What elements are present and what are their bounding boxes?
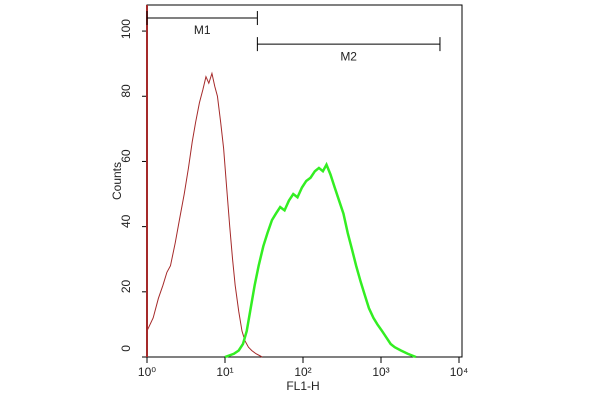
- x-tick-label: 10⁴: [450, 365, 469, 379]
- y-tick-label: 60: [119, 149, 133, 163]
- x-axis-label: FL1-H: [286, 379, 319, 393]
- gate-label: M1: [194, 23, 211, 37]
- y-tick-label: 0: [119, 345, 133, 352]
- x-tick-label: 10³: [372, 365, 389, 379]
- y-tick-label: 40: [119, 214, 133, 228]
- y-tick-label: 100: [119, 19, 133, 39]
- plot-frame: [146, 4, 463, 358]
- y-tick-label: 20: [119, 280, 133, 294]
- x-tick-label: 10²: [294, 365, 311, 379]
- histogram-line: [224, 161, 417, 359]
- y-tick-label: 80: [119, 84, 133, 98]
- histogram-line: [146, 71, 263, 358]
- gate-label: M2: [340, 49, 357, 63]
- x-tick-label: 10¹: [216, 365, 233, 379]
- y-axis-label: Counts: [110, 162, 124, 200]
- x-tick-label: 10⁰: [138, 365, 156, 379]
